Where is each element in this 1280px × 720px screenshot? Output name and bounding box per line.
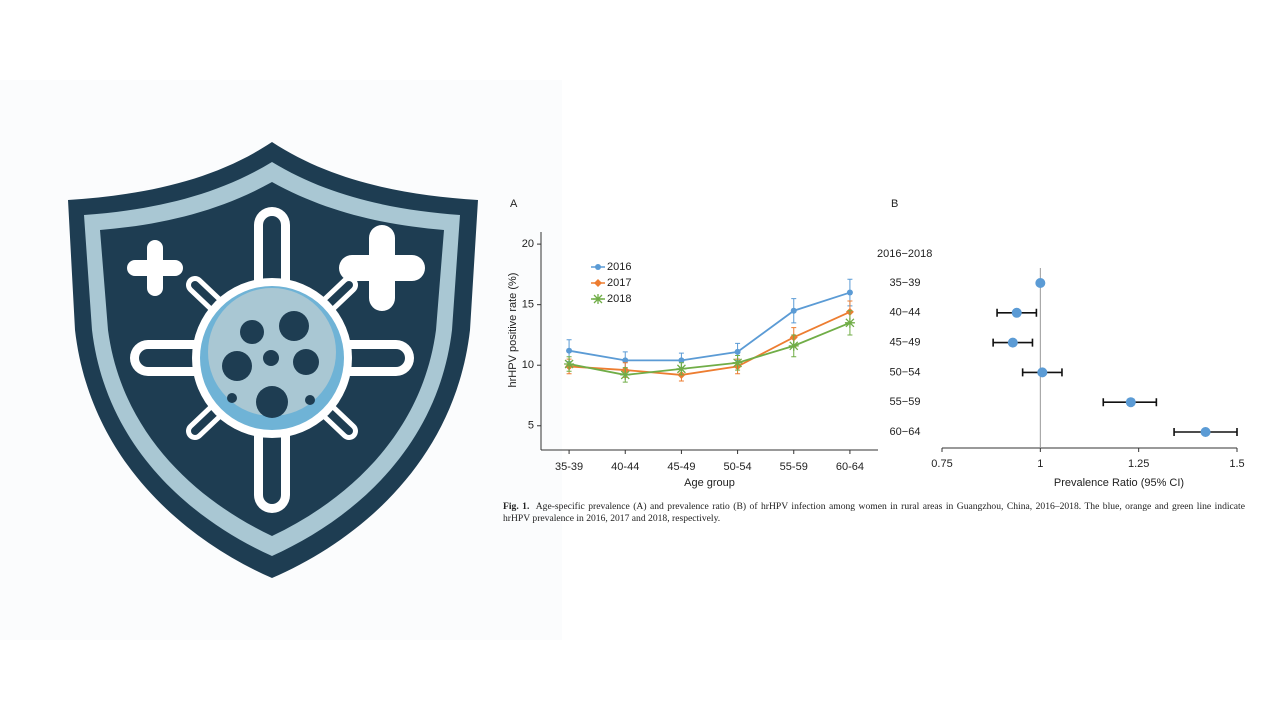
marker bbox=[566, 347, 573, 354]
marker bbox=[734, 348, 741, 355]
series-line bbox=[568, 322, 851, 376]
marker bbox=[620, 369, 631, 380]
x-tick-label: 1 bbox=[1037, 458, 1043, 470]
caption-label: Fig. 1. bbox=[503, 501, 530, 512]
marker bbox=[622, 357, 629, 364]
x-axis-label: Prevalence Ratio (95% CI) bbox=[1054, 477, 1184, 489]
x-tick-label: 1.25 bbox=[1128, 458, 1149, 470]
x-tick-label: 60-64 bbox=[836, 461, 864, 473]
y-tick-label: 20 bbox=[522, 238, 534, 250]
y-tick-label: 10 bbox=[522, 359, 534, 371]
point bbox=[1035, 278, 1046, 288]
marker bbox=[788, 340, 799, 351]
x-tick-label: 35-39 bbox=[555, 461, 583, 473]
y-tick-label: 40−44 bbox=[890, 307, 921, 319]
marker bbox=[844, 317, 855, 328]
marker bbox=[676, 363, 687, 374]
caption-text: Age-specific prevalence (A) and prevalen… bbox=[503, 501, 1245, 524]
y-tick-label: 35−39 bbox=[890, 277, 921, 289]
y-tick-label: 45−49 bbox=[890, 337, 921, 349]
shield-logo bbox=[0, 80, 562, 640]
marker bbox=[678, 357, 685, 364]
legend-label: 2016 bbox=[607, 261, 631, 273]
legend-label: 2018 bbox=[607, 293, 631, 305]
marker bbox=[846, 289, 853, 296]
series-line bbox=[569, 311, 851, 376]
point bbox=[1125, 397, 1136, 408]
panel-label: B bbox=[891, 198, 898, 210]
x-tick-label: 40-44 bbox=[611, 461, 639, 473]
point bbox=[1200, 427, 1211, 437]
caption: Fig. 1. Age-specific prevalence (A) and … bbox=[503, 501, 1245, 525]
x-axis-label: Age group bbox=[684, 477, 735, 489]
x-tick-label: 50-54 bbox=[724, 461, 752, 473]
x-tick-label: 45-49 bbox=[667, 461, 695, 473]
series-line bbox=[568, 291, 851, 362]
y-tick-label: 60−64 bbox=[890, 426, 921, 438]
y-tick-label: 55−59 bbox=[890, 396, 921, 408]
y-tick-label: 5 bbox=[528, 420, 534, 432]
marker bbox=[564, 359, 575, 370]
marker bbox=[732, 357, 743, 368]
x-tick-label: 1.5 bbox=[1229, 458, 1244, 470]
subtitle: 2016−2018 bbox=[877, 248, 932, 260]
point bbox=[1007, 337, 1018, 348]
y-axis-label: hrHPV positive rate (%) bbox=[507, 273, 519, 388]
y-tick-label: 50−54 bbox=[890, 366, 921, 378]
x-tick-label: 0.75 bbox=[931, 458, 952, 470]
point bbox=[1011, 307, 1022, 318]
panel-label: A bbox=[510, 198, 518, 210]
y-tick-label: 15 bbox=[522, 299, 534, 311]
x-tick-label: 55-59 bbox=[780, 461, 808, 473]
legend-label: 2017 bbox=[607, 277, 631, 289]
marker bbox=[790, 307, 797, 314]
point bbox=[1037, 367, 1048, 378]
